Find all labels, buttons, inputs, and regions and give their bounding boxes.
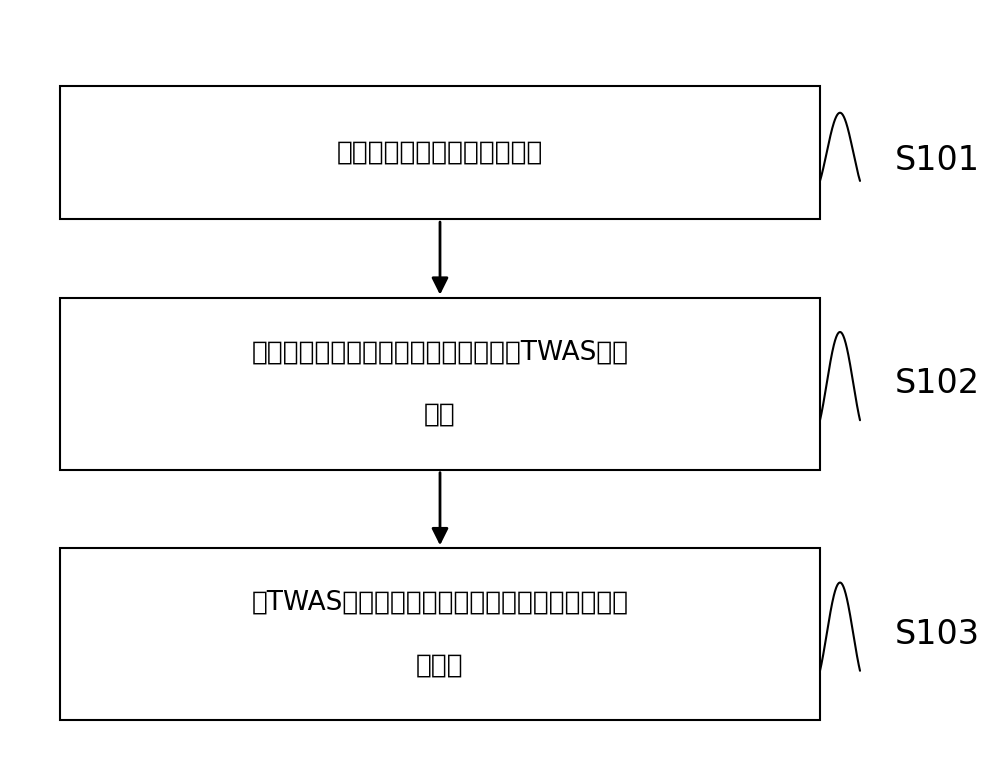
- Text: 对TWAS显著基因进行遗传性分析得到骨密度性状: 对TWAS显著基因进行遗传性分析得到骨密度性状: [251, 590, 629, 616]
- Text: 根据基因型数据确定全转录组关联分析TWAS显著: 根据基因型数据确定全转录组关联分析TWAS显著: [251, 339, 629, 366]
- Text: 遗传力: 遗传力: [416, 652, 464, 679]
- Bar: [60, 298, 820, 470]
- Text: S103: S103: [895, 618, 980, 651]
- Bar: [60, 548, 820, 720]
- Bar: [60, 86, 820, 219]
- Text: S102: S102: [895, 367, 980, 400]
- Text: 获取待检测对象的基因型数据: 获取待检测对象的基因型数据: [337, 139, 543, 166]
- Text: S101: S101: [895, 144, 980, 177]
- Text: 基因: 基因: [424, 402, 456, 428]
